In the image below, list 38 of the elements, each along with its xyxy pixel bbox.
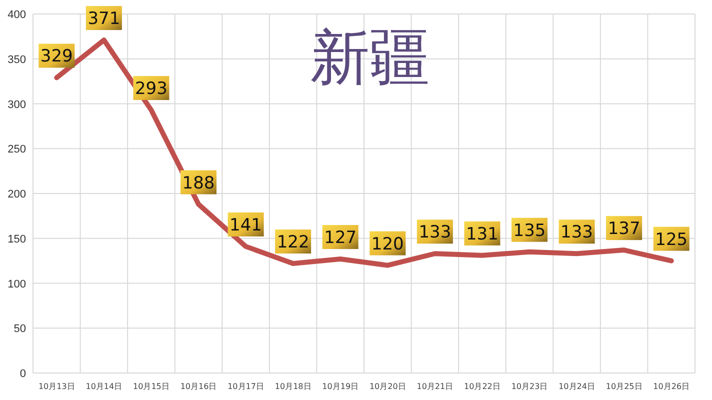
x-tick-label: 10月22日 [464,382,500,391]
data-label: 329 [40,46,73,67]
y-tick-label: 300 [8,98,26,111]
x-tick-label: 10月15日 [133,382,170,391]
x-tick-label: 10月18日 [274,382,312,391]
data-label: 135 [513,220,546,241]
x-tick-label: 10月26日 [653,382,690,391]
y-tick-label: 250 [8,144,26,156]
y-tick-label: 150 [8,233,26,246]
x-tick-label: 10月19日 [322,382,359,391]
data-label: 122 [276,232,310,253]
x-tick-label: 10月13日 [38,382,75,391]
data-label: 131 [466,224,498,244]
data-label: 188 [182,173,215,194]
data-label: 133 [560,222,594,243]
y-tick-label: 100 [8,278,26,290]
data-label: 141 [230,215,262,236]
y-tick-label: 350 [8,54,26,66]
data-label: 127 [324,228,357,248]
chart-title: 新疆 [310,23,430,93]
x-tick-label: 10月25日 [606,382,642,391]
x-tick-label: 10月17日 [228,382,264,391]
x-tick-label: 10月20日 [369,382,406,391]
x-tick-label: 10月23日 [511,382,548,391]
x-tick-label: 10月24日 [558,382,595,391]
x-tick-label: 10月14日 [86,382,122,391]
y-tick-label: 400 [8,9,26,21]
data-label: 137 [608,219,640,240]
data-label: 293 [134,79,168,100]
x-tick-label: 10月16日 [180,382,217,391]
data-label: 371 [88,9,120,30]
y-tick-label: 50 [14,323,26,336]
y-tick-label: 200 [8,188,26,200]
x-tick-label: 10月21日 [416,382,454,391]
y-tick-label: 0 [20,368,26,380]
data-label: 120 [371,234,404,254]
data-label: 125 [655,230,688,250]
data-label: 133 [418,222,452,243]
